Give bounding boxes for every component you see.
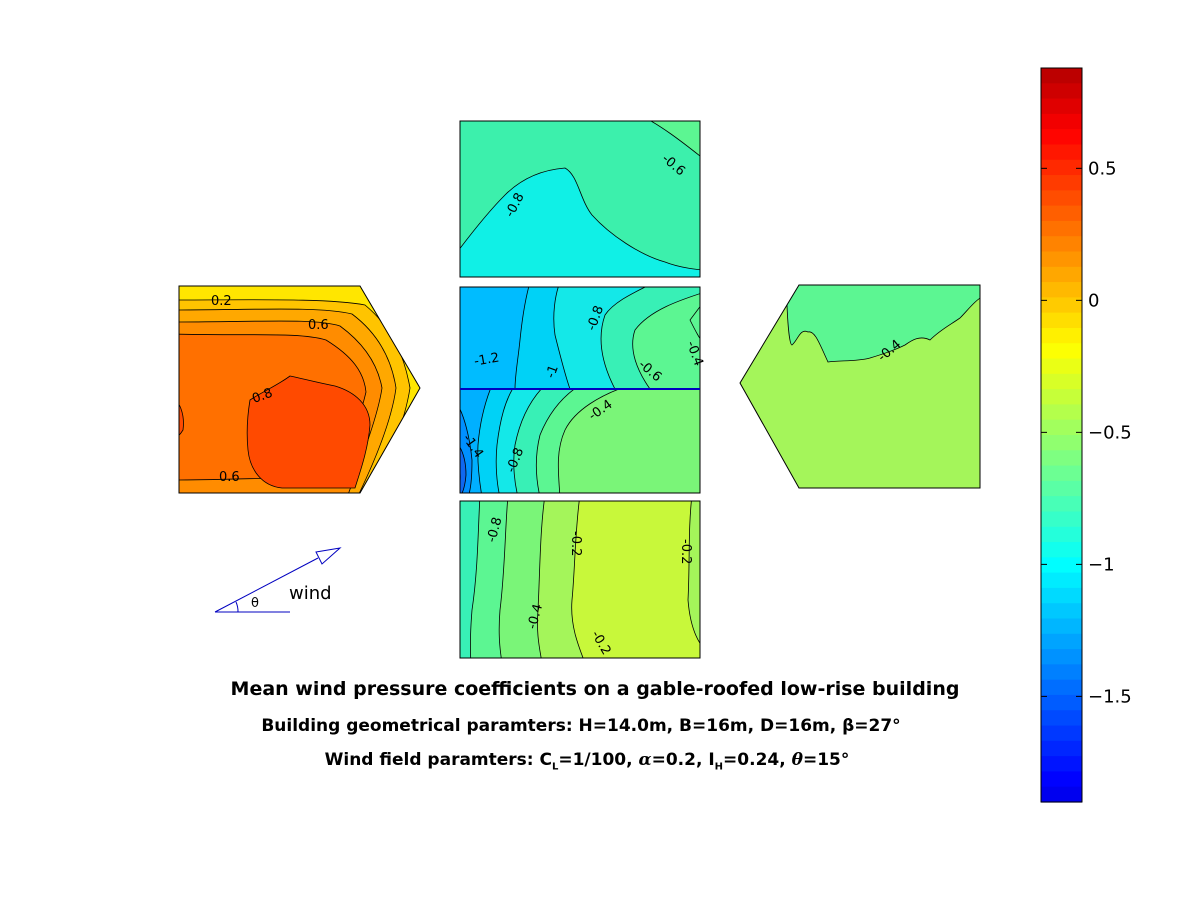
theta-value: =15° [802, 750, 850, 770]
side-wall-bottom: -0.8 -0.2 -0.2 -0.4 -0.2 [459, 500, 701, 659]
colorbar-band [1041, 404, 1082, 421]
colorbar-band [1041, 664, 1082, 681]
colorbar-band [1041, 710, 1082, 727]
colorbar-band [1041, 343, 1082, 360]
colorbar-band [1041, 649, 1082, 665]
alpha-value: =0.2, I [651, 750, 715, 770]
colorbar-band [1041, 175, 1082, 191]
roof-windward-slope: -1.2 -1 -0.8 -0.6 -0.4 [459, 286, 706, 390]
colorbar-band [1041, 694, 1082, 711]
colorbar-band [1041, 251, 1082, 268]
colorbar-band [1041, 389, 1082, 406]
colorbar-band [1041, 480, 1082, 497]
colorbar-tick-label: −0.5 [1088, 422, 1132, 443]
colorbar-band [1041, 679, 1082, 696]
wind-arrow-shaft [214, 557, 319, 613]
ih-value: =0.24, [723, 750, 786, 770]
contour-label: 0.8 [250, 386, 275, 407]
colorbar-band [1041, 740, 1082, 757]
colorbar-band [1041, 450, 1082, 467]
contour-label: -0.2 [568, 531, 583, 556]
figure-title: Mean wind pressure coefficients on a gab… [230, 678, 960, 700]
colorbar-band [1041, 465, 1082, 482]
colorbar-tick-label: −1.5 [1088, 686, 1132, 707]
contour-label: 0.2 [211, 294, 232, 309]
colorbar-band [1041, 113, 1082, 130]
colorbar-tick-label: −1 [1088, 554, 1115, 575]
colorbar-band [1041, 587, 1082, 604]
colorbar-band [1041, 618, 1082, 635]
wind-label: wind [289, 583, 332, 604]
windward-gable-wall: 0.2 0.6 0.8 0.6 [178, 285, 421, 494]
colorbar-band [1041, 205, 1082, 222]
contour-label: -0.8 [484, 516, 505, 544]
colorbar-band [1041, 220, 1082, 237]
colorbar-band [1041, 435, 1082, 451]
colorbar-bands [1041, 68, 1082, 803]
contour-label: -0.4 [525, 602, 546, 630]
theta-symbol: θ [251, 596, 259, 611]
colorbar-band [1041, 236, 1082, 253]
colorbar-ticks: 0.5 0 −0.5 −1 −1.5 [1041, 158, 1132, 707]
colorbar-band [1041, 266, 1082, 283]
colorbar: 0.5 0 −0.5 −1 −1.5 [1040, 67, 1132, 803]
alpha-symbol: α [638, 750, 652, 770]
roof-leeward-slope: -1.4 -0.8 -0.4 [459, 388, 701, 494]
colorbar-band [1041, 159, 1082, 176]
contour-label: 0.6 [219, 470, 240, 485]
colorbar-tick-label: 0.5 [1088, 158, 1117, 179]
colorbar-band [1041, 358, 1082, 375]
theta-symbol: θ [791, 750, 803, 770]
colorbar-band [1041, 129, 1082, 146]
colorbar-band [1041, 98, 1082, 115]
colorbar-band [1041, 633, 1082, 650]
colorbar-band [1041, 373, 1082, 390]
contour-label: 0.6 [308, 318, 329, 333]
colorbar-frame [1040, 67, 1083, 803]
wind-field-prefix: Wind field paramters: C [324, 750, 552, 770]
colorbar-band [1041, 496, 1082, 513]
colorbar-band [1041, 312, 1082, 329]
colorbar-band [1041, 83, 1082, 100]
geometry-caption: Building geometrical paramters: H=14.0m,… [261, 716, 901, 736]
colorbar-band [1041, 526, 1082, 543]
colorbar-band [1041, 557, 1082, 574]
colorbar-band [1041, 327, 1082, 344]
colorbar-band [1041, 419, 1082, 436]
contour-label: -0.2 [678, 539, 693, 564]
colorbar-band [1041, 572, 1082, 589]
colorbar-band [1041, 542, 1082, 558]
colorbar-band [1041, 297, 1082, 314]
colorbar-band [1041, 771, 1082, 788]
colorbar-band [1041, 190, 1082, 207]
colorbar-band [1041, 603, 1082, 620]
colorbar-band [1041, 144, 1082, 161]
colorbar-band [1041, 511, 1082, 528]
cl-value: =1/100, [558, 750, 633, 770]
side-wall-top: -0.8 -0.6 [459, 120, 701, 278]
colorbar-band [1041, 786, 1082, 803]
colorbar-band [1041, 756, 1082, 773]
contour-label: -1 [543, 363, 562, 380]
contour-label: -1.2 [473, 350, 501, 369]
colorbar-band [1041, 725, 1082, 742]
leeward-gable-wall: -0.4 [739, 284, 981, 489]
colorbar-band [1041, 68, 1082, 84]
wind-direction-indicator: θ wind [214, 547, 342, 613]
ih-subscript: H [714, 761, 724, 773]
wind-arrow-icon [315, 547, 342, 565]
angle-arc [235, 601, 239, 613]
cl-subscript: L [551, 761, 559, 773]
colorbar-band [1041, 282, 1082, 298]
wind-field-caption: Wind field paramters: CL=1/100, α=0.2, I… [0, 750, 1192, 772]
colorbar-tick-label: 0 [1088, 290, 1099, 311]
